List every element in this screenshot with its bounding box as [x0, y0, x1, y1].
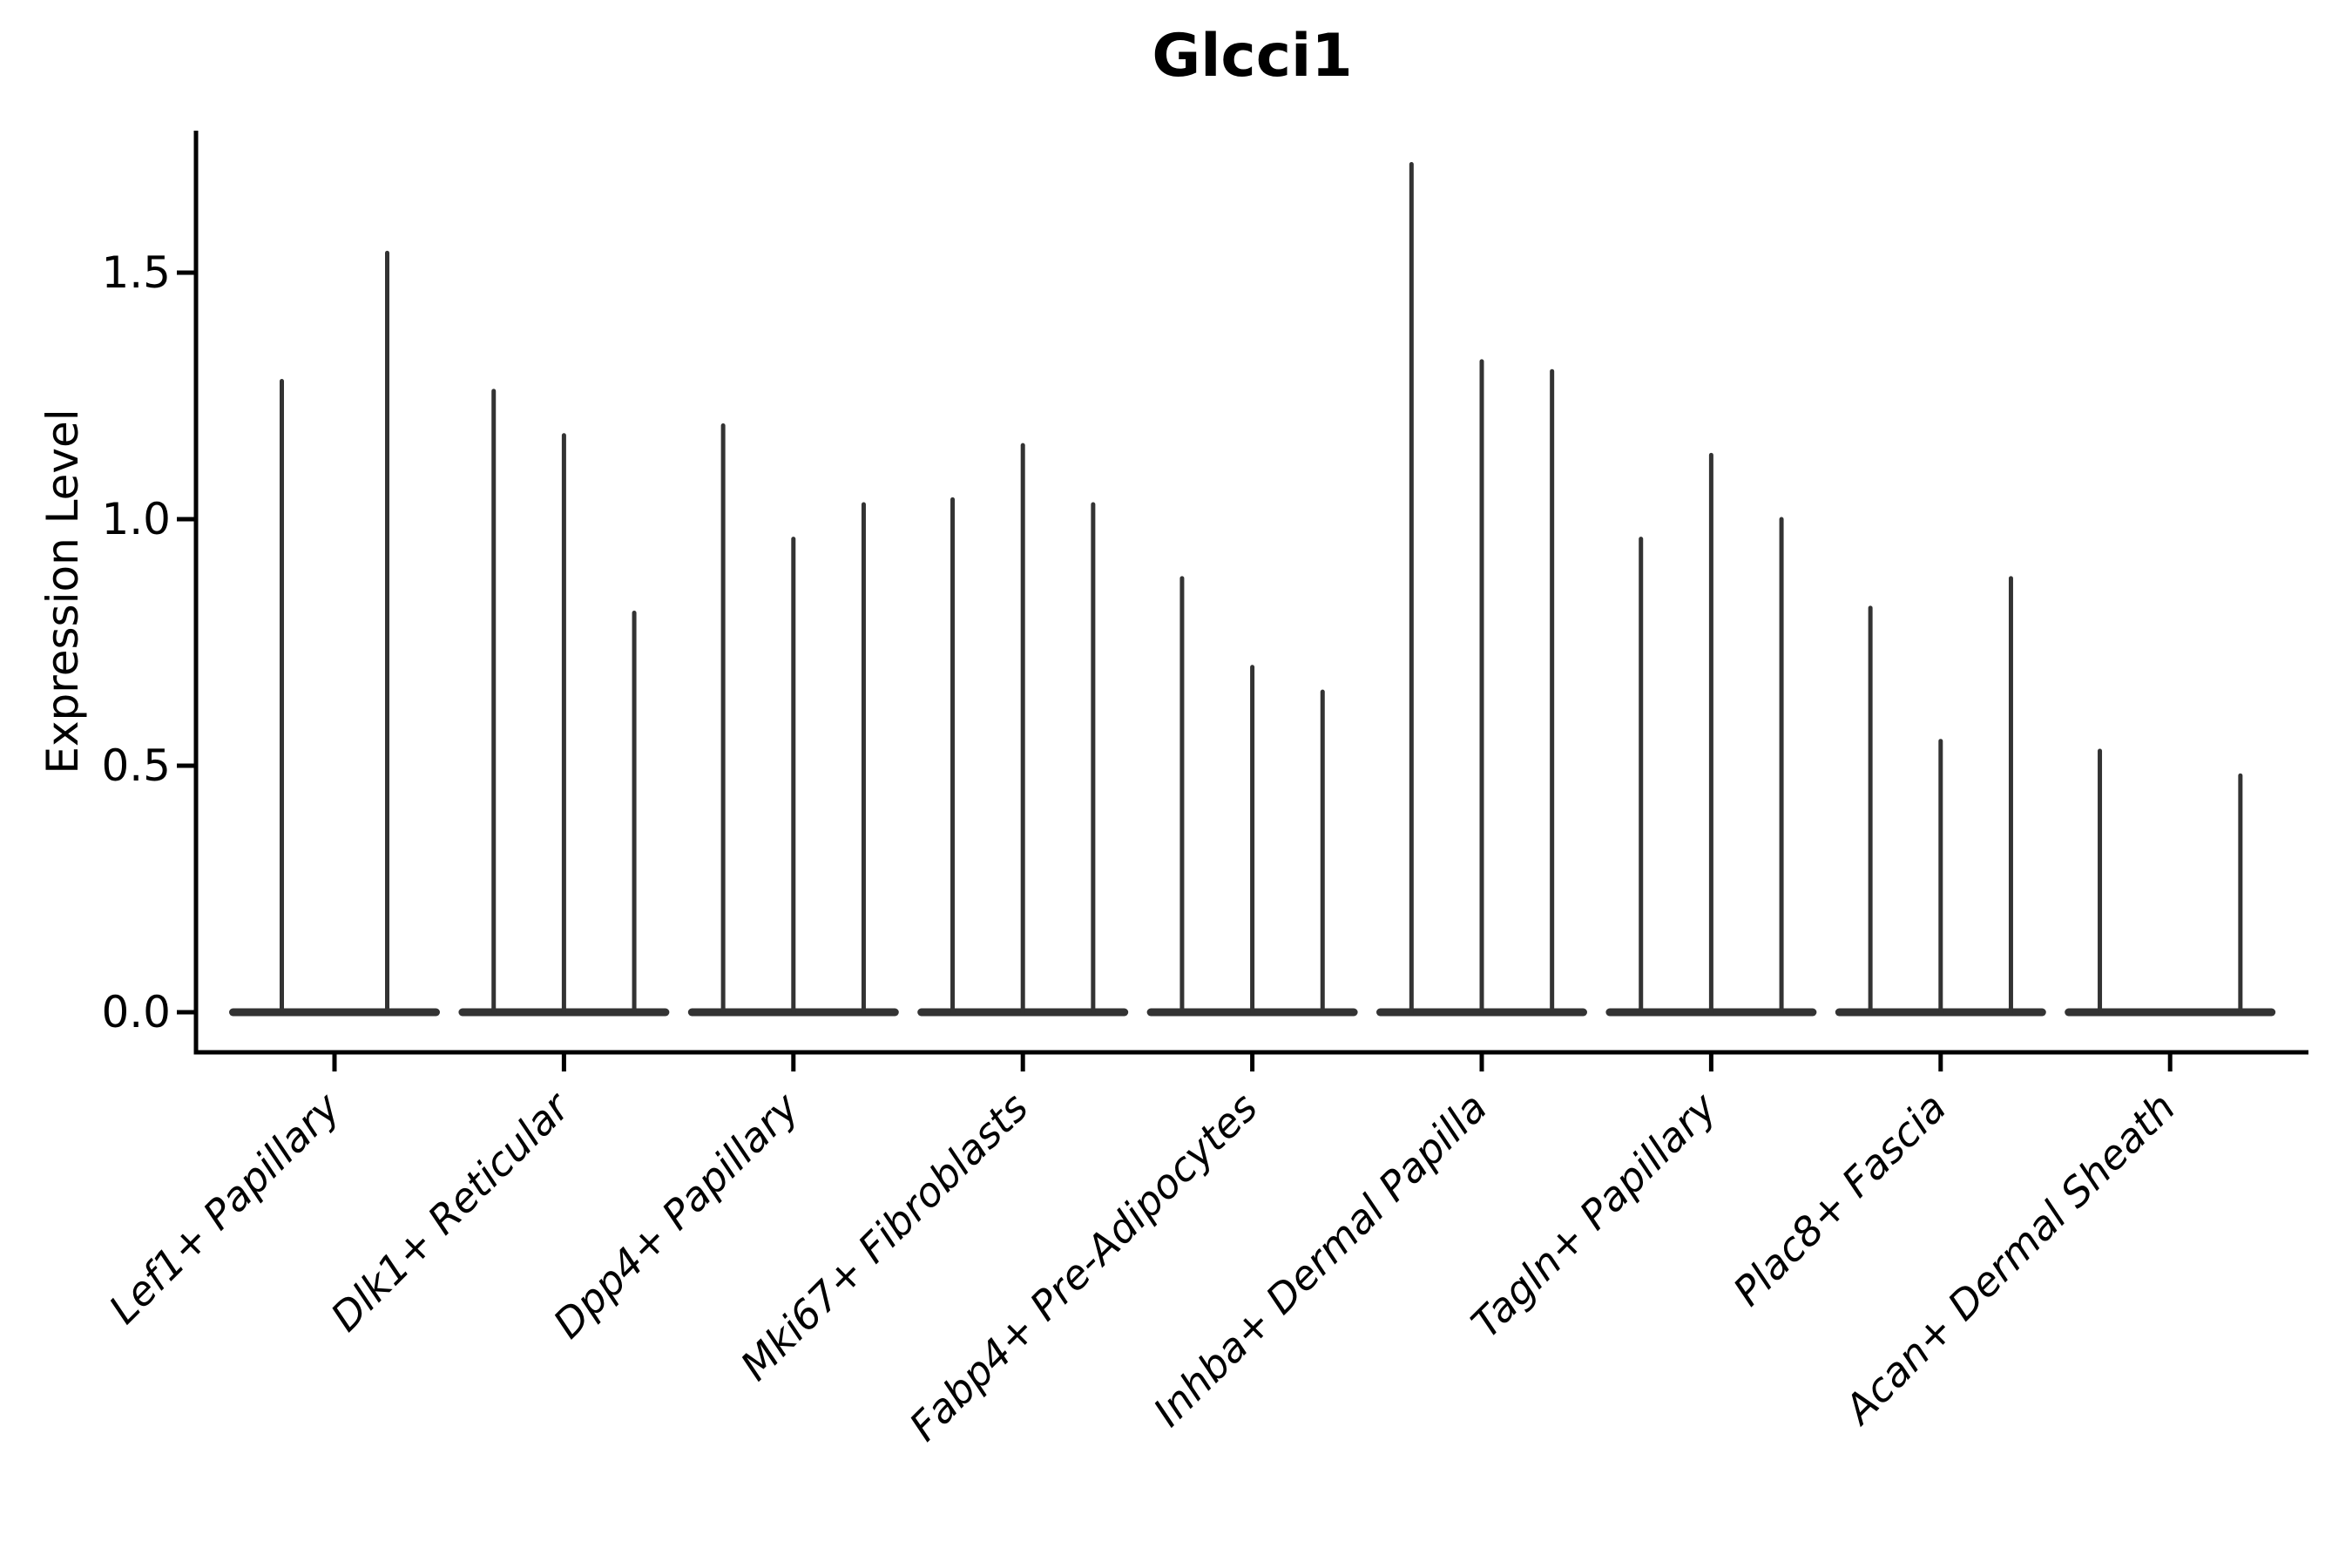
y-tick-label: 0.0 [101, 987, 171, 1037]
chart-title: Glcci1 [1152, 22, 1353, 91]
y-tick-label: 0.5 [101, 740, 171, 791]
violin-base [229, 1008, 440, 1017]
violin-base [2065, 1008, 2276, 1017]
y-tick-label: 1.5 [101, 247, 171, 298]
y-tick-label: 1.0 [101, 494, 171, 544]
